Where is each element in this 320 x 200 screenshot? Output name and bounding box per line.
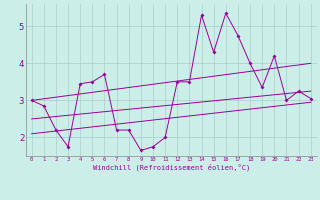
- X-axis label: Windchill (Refroidissement éolien,°C): Windchill (Refroidissement éolien,°C): [92, 164, 250, 171]
